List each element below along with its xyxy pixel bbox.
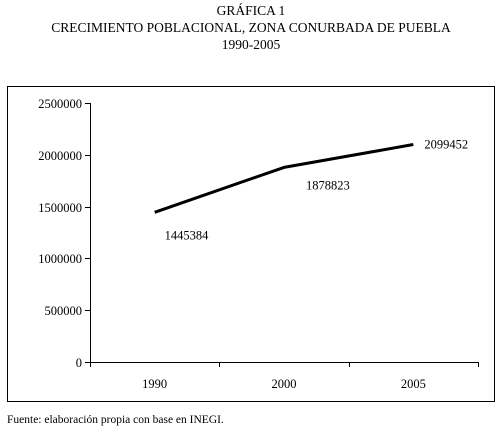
x-tick-label: 2000 [272,377,297,391]
data-labels: 1445384 1878823 2099452 [165,137,468,242]
chart-border [7,86,495,402]
x-tick-label: 2005 [401,377,426,391]
y-tick-label: 2500000 [38,97,82,111]
data-label: 1445384 [165,228,210,242]
x-tick-label: 1990 [142,377,167,391]
y-axis: 0 500000 1000000 1500000 2000000 2500000 [38,97,91,370]
data-label: 1878823 [306,178,350,192]
chart-header: GRÁFICA 1 CRECIMIENTO POBLACIONAL, ZONA … [0,2,502,53]
chart-title: CRECIMIENTO POBLACIONAL, ZONA CONURBADA … [51,20,451,35]
y-tick-label: 1500000 [38,201,82,215]
y-tick-label: 500000 [45,304,83,318]
data-label: 2099452 [424,137,468,151]
y-tick-label: 1000000 [38,252,82,266]
chart-period: 1990-2005 [221,37,281,52]
figure-label: GRÁFICA 1 [216,3,286,18]
source-note: Fuente: elaboración propia con base en I… [7,414,224,426]
x-axis: 1990 2000 2005 [90,362,479,391]
series [154,143,414,214]
y-tick-label: 2000000 [38,149,82,163]
series-line [154,143,414,214]
y-tick-label: 0 [76,356,82,370]
